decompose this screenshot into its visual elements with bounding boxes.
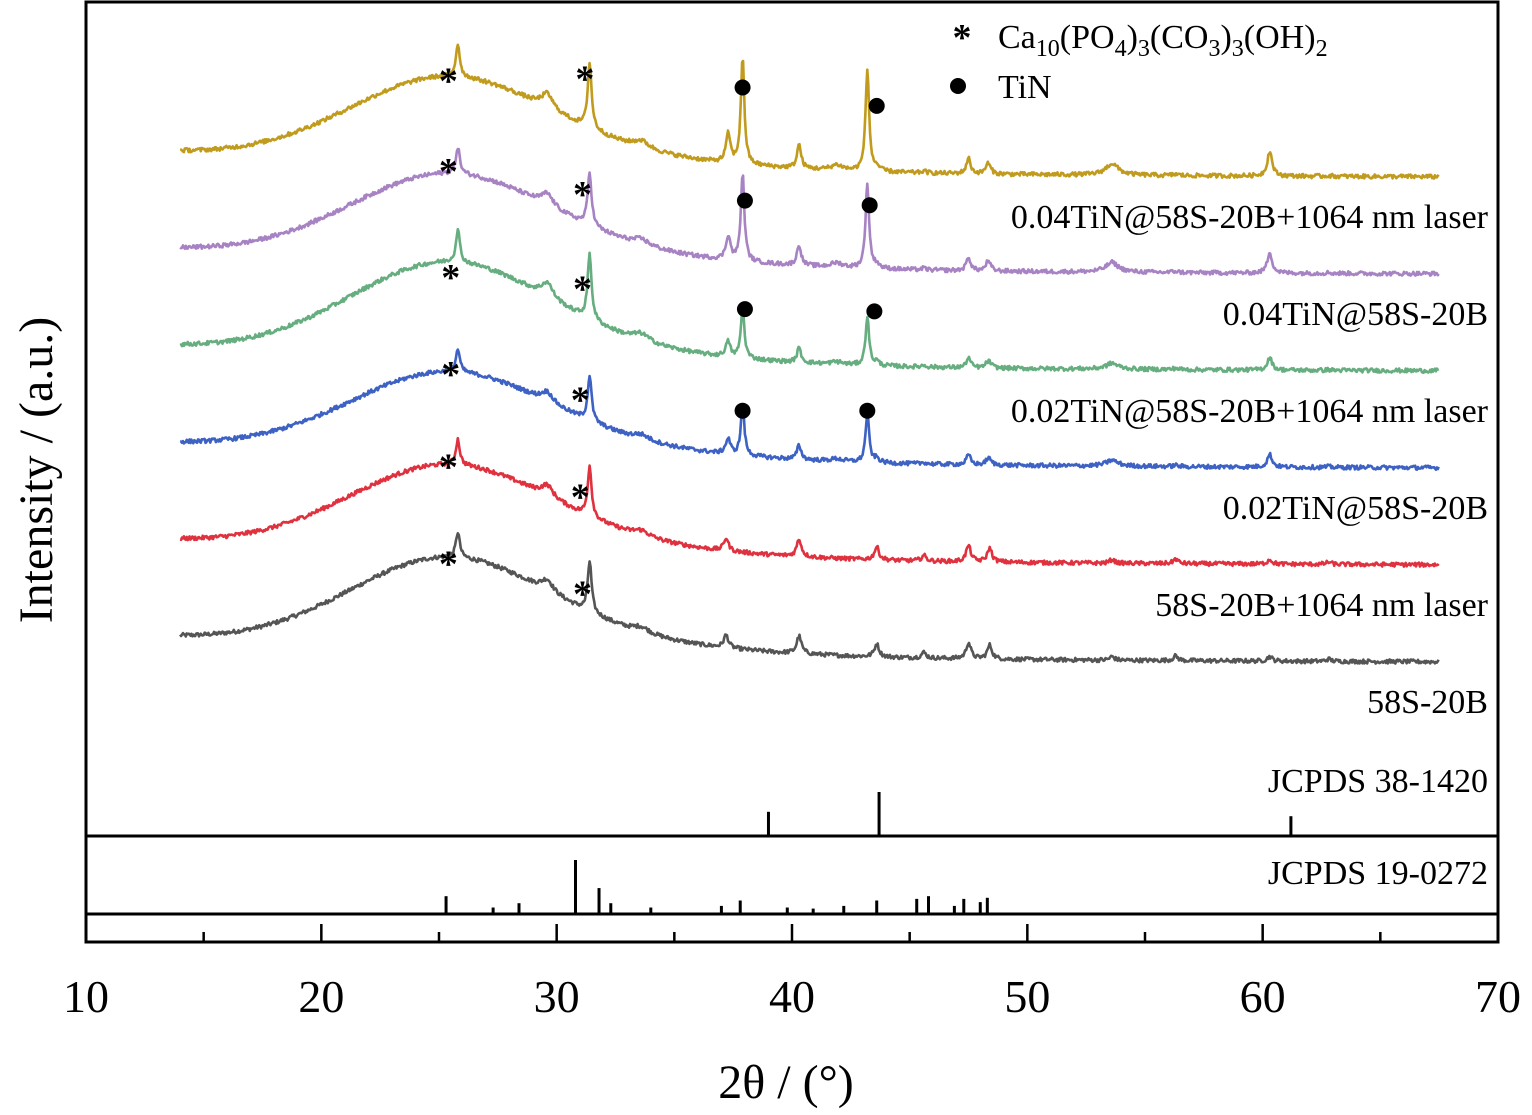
legend-star-symbol: * bbox=[953, 17, 972, 59]
tin-peak-marker bbox=[859, 402, 876, 419]
tin-peak-marker bbox=[868, 97, 885, 114]
xrd-traces bbox=[179, 43, 1440, 665]
series-label: 0.02TiN@58S-20B+1064 nm laser bbox=[1011, 393, 1489, 430]
x-tick-label: 30 bbox=[534, 971, 580, 1022]
hap-peak-marker: * bbox=[439, 543, 458, 585]
x-tick-label: 20 bbox=[298, 971, 344, 1022]
x-tick-label: 10 bbox=[63, 971, 109, 1022]
hap-peak-marker: * bbox=[439, 61, 458, 103]
x-tick-label: 50 bbox=[1004, 971, 1050, 1022]
series-label: 58S-20B+1064 nm laser bbox=[1155, 587, 1488, 624]
tin-peak-marker bbox=[861, 197, 878, 214]
xrd-trace bbox=[179, 436, 1440, 568]
tin-peak-marker bbox=[736, 192, 753, 209]
hap-peak-marker: * bbox=[573, 174, 592, 216]
hap-peak-marker: * bbox=[575, 58, 594, 100]
series-label: 0.04TiN@58S-20B+1064 nm laser bbox=[1011, 199, 1489, 236]
peak-markers: * * * * * * * * * * * * bbox=[439, 58, 885, 615]
reference-patterns: JCPDS 38-1420 JCPDS 19-0272 bbox=[444, 763, 1488, 914]
x-tick-label: 40 bbox=[769, 971, 815, 1022]
hap-peak-marker: * bbox=[573, 269, 592, 311]
x-tick-label: 70 bbox=[1475, 971, 1521, 1022]
xrd-trace bbox=[179, 227, 1440, 374]
legend-label-tin: TiN bbox=[998, 69, 1052, 106]
hap-peak-marker: * bbox=[573, 573, 592, 615]
series-label: 58S-20B bbox=[1367, 684, 1488, 721]
legend-dot-symbol bbox=[950, 78, 966, 94]
tin-peak-marker bbox=[734, 402, 751, 419]
series-label: 0.04TiN@58S-20B bbox=[1223, 296, 1488, 333]
reference-label: JCPDS 38-1420 bbox=[1268, 763, 1488, 800]
tin-peak-marker bbox=[866, 303, 883, 320]
xrd-trace bbox=[179, 147, 1440, 277]
hap-peak-marker: * bbox=[441, 257, 460, 299]
hap-peak-marker: * bbox=[571, 379, 590, 421]
y-axis-label: Intensity / (a.u.) bbox=[10, 317, 63, 624]
reference-label: JCPDS 19-0272 bbox=[1268, 855, 1488, 892]
legend-label-hap: Ca10(PO4)3(CO3)3(OH)2 bbox=[998, 19, 1328, 62]
hap-peak-marker: * bbox=[439, 446, 458, 488]
series-label: 0.02TiN@58S-20B bbox=[1223, 490, 1488, 527]
legend: * Ca10(PO4)3(CO3)3(OH)2 TiN bbox=[950, 17, 1328, 106]
x-axis-ticks: 10 20 30 40 50 60 70 bbox=[63, 924, 1521, 1022]
hap-peak-marker: * bbox=[439, 151, 458, 193]
x-axis-label: 2θ / (°) bbox=[718, 1056, 854, 1109]
tin-peak-marker bbox=[734, 79, 751, 96]
hap-peak-marker: * bbox=[571, 476, 590, 518]
x-tick-label: 60 bbox=[1240, 971, 1286, 1022]
tin-peak-marker bbox=[736, 301, 753, 318]
xrd-trace bbox=[179, 532, 1440, 665]
xrd-trace bbox=[179, 43, 1440, 180]
xrd-trace bbox=[179, 348, 1440, 471]
series-labels: 58S-20B 58S-20B+1064 nm laser 0.02TiN@58S-… bbox=[1011, 199, 1489, 721]
hap-peak-marker: * bbox=[441, 354, 460, 396]
